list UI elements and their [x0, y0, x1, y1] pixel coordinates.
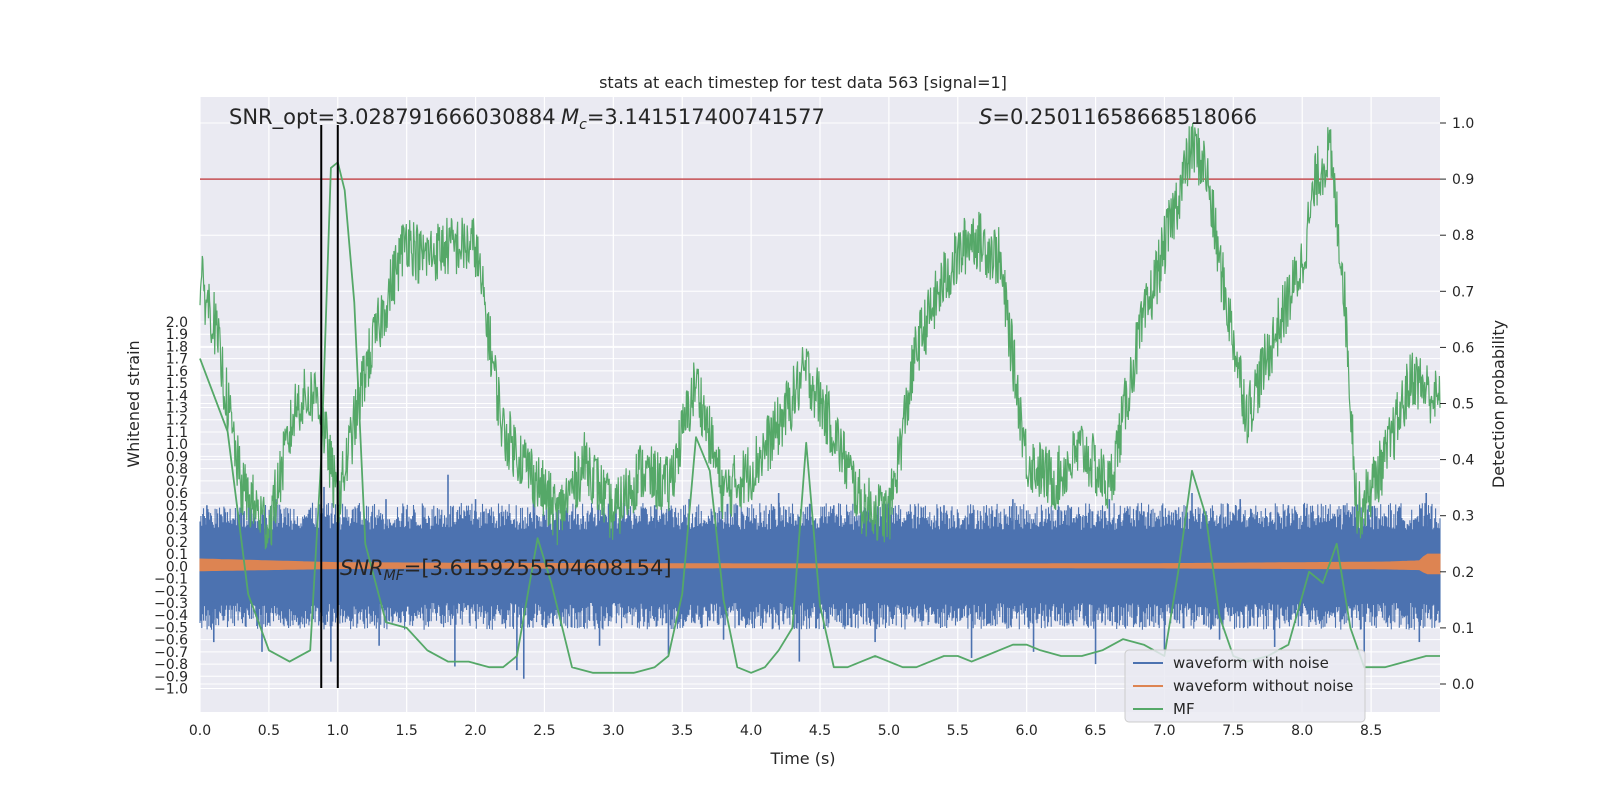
x-tick-label: 5.0: [878, 723, 900, 739]
right-y-tick-label: 0.3: [1452, 509, 1474, 525]
x-tick-label: 6.5: [1084, 723, 1106, 739]
left-y-tick-label: 1.0: [166, 437, 188, 453]
x-tick-label: 8.0: [1291, 723, 1313, 739]
left-y-tick-label: −0.4: [154, 608, 188, 624]
right-y-tick-label: 1.0: [1452, 116, 1474, 132]
left-y-tick-label: 0.3: [166, 523, 188, 539]
x-tick-label: 1.0: [327, 723, 349, 739]
chart-title: stats at each timestep for test data 563…: [599, 73, 1007, 92]
x-tick-label: 3.5: [671, 723, 693, 739]
right-y-tick-label: 0.2: [1452, 565, 1474, 581]
left-y-tick-label: −0.9: [154, 669, 188, 685]
right-y-tick-label: 0.4: [1452, 453, 1474, 469]
waveform-without-noise-series: [199, 553, 1441, 575]
x-tick-label: 5.5: [947, 723, 969, 739]
left-y-tick-label: 1.9: [166, 327, 188, 343]
left-y-tick-label: −1.0: [154, 682, 188, 698]
left-y-tick-label: 0.0: [166, 559, 188, 575]
left-y-tick-label: 1.7: [166, 352, 188, 368]
left-y-tick-label: 0.7: [166, 474, 188, 490]
left-y-tick-label: −0.7: [154, 645, 188, 661]
left-y-tick-label: 1.1: [166, 425, 188, 441]
left-y-tick-label: 1.3: [166, 401, 188, 417]
x-tick-label: 0.0: [189, 723, 211, 739]
legend-label-noisy: waveform with noise: [1173, 654, 1329, 672]
marker-lines: [320, 125, 339, 688]
snr-opt-annotation: SNR_opt=3.028791666030884: [229, 105, 556, 130]
left-y-tick-label: 0.6: [166, 486, 188, 502]
right-y-tick-label: 0.7: [1452, 284, 1474, 300]
mf-series: [199, 122, 1441, 674]
right-y-tick-label: 0.5: [1452, 397, 1474, 413]
left-y-tick-label: −0.6: [154, 633, 188, 649]
left-y-tick-label: −0.1: [154, 572, 188, 588]
left-y-tick-label: 0.8: [166, 462, 188, 478]
x-axis-ticks: 0.0 0.5 1.0 1.5 2.0 2.5 3.0 3.5 4.0 4.5 5.0 5.5 6.0 6…: [189, 723, 1382, 739]
left-y-tick-label: 1.4: [166, 388, 188, 404]
left-y-axis-ticks: −1.0−0.9−0.8−0.7−0.6−0.5−0.4−0.3−0.2−0.1…: [154, 315, 188, 698]
legend-label-clean: waveform without noise: [1173, 677, 1353, 695]
left-y-tick-label: 0.1: [166, 547, 188, 563]
left-y-tick-label: −0.3: [154, 596, 188, 612]
right-y-tick-label: 0.6: [1452, 340, 1474, 356]
left-y-tick-label: 1.6: [166, 364, 188, 380]
right-y-axis-label: Detection probability: [1489, 320, 1508, 488]
x-tick-label: 4.5: [809, 723, 831, 739]
snr-mf-annotation: SNRMF=[3.6159255504608154]: [340, 556, 672, 584]
x-tick-label: 2.0: [464, 723, 486, 739]
left-y-tick-label: 0.5: [166, 498, 188, 514]
left-y-axis-label: Whitened strain: [124, 340, 143, 467]
x-tick-label: 4.0: [740, 723, 762, 739]
left-y-tick-label: −0.8: [154, 657, 188, 673]
right-y-tick-label: 0.1: [1452, 621, 1474, 637]
mf-smooth-line: [199, 161, 1440, 674]
legend-label-mf: MF: [1173, 700, 1195, 718]
waveform-without-noise-line: [199, 553, 1441, 575]
x-tick-label: 7.5: [1222, 723, 1244, 739]
left-y-tick-label: 1.2: [166, 413, 188, 429]
legend: waveform with noise waveform without noi…: [1124, 649, 1366, 723]
right-y-tick-label: 0.8: [1452, 228, 1474, 244]
chirp-mass-annotation: Mc=3.141517400741577: [561, 105, 825, 133]
left-y-tick-label: 0.9: [166, 449, 188, 465]
x-tick-label: 0.5: [258, 723, 280, 739]
left-y-tick-label: 2.0: [166, 315, 188, 331]
left-y-tick-label: −0.2: [154, 584, 188, 600]
x-tick-label: 3.0: [602, 723, 624, 739]
x-axis-label: Time (s): [769, 749, 835, 768]
right-y-tick-label: 0.0: [1452, 677, 1474, 693]
left-y-tick-label: 1.5: [166, 376, 188, 392]
left-y-tick-label: 0.4: [166, 510, 188, 526]
mf-probability-trace: [199, 122, 1441, 550]
right-y-axis-ticks: 0.0 0.1 0.2 0.3 0.4 0.5 0.6 0.7 0.8 0.9 1.0: [1440, 116, 1474, 693]
left-y-tick-label: 0.2: [166, 535, 188, 551]
score-annotation: S=0.25011658668518066: [979, 105, 1257, 129]
x-tick-label: 7.0: [1153, 723, 1175, 739]
x-tick-label: 8.5: [1360, 723, 1382, 739]
legend-box: [1124, 649, 1366, 723]
left-y-tick-label: −0.5: [154, 620, 188, 636]
left-y-tick-label: 1.8: [166, 339, 188, 355]
right-y-tick-label: 0.9: [1452, 172, 1474, 188]
x-tick-label: 6.0: [1016, 723, 1038, 739]
x-tick-label: 2.5: [533, 723, 555, 739]
x-tick-label: 1.5: [396, 723, 418, 739]
